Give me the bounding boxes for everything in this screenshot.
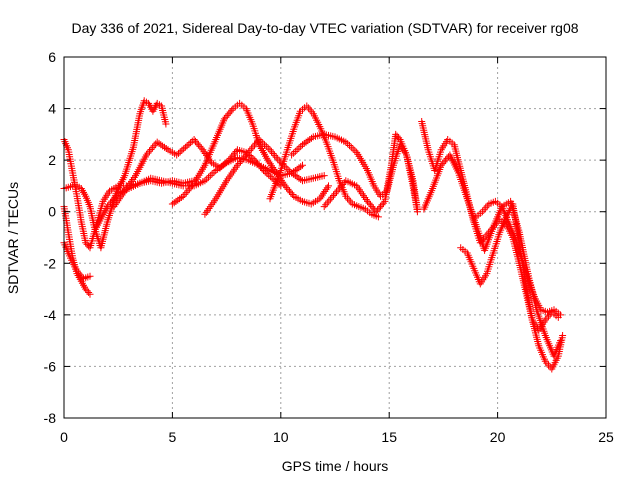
x-tick-label: 5 — [169, 429, 177, 445]
plot-frame — [63, 56, 607, 419]
series-markers — [266, 102, 382, 221]
series-track-11 — [320, 130, 421, 216]
series-track-15 — [472, 197, 564, 319]
series-markers — [320, 130, 421, 216]
series-markers — [168, 99, 332, 208]
y-tick-label: 4 — [48, 101, 56, 117]
y-tick-label: -4 — [44, 307, 57, 323]
data-markers — [60, 97, 567, 373]
series-track-7 — [168, 99, 332, 208]
chart-title: Day 336 of 2021, Sidereal Day-to-day VTE… — [71, 20, 578, 36]
y-axis-label: SDTVAR / TECUs — [5, 182, 21, 294]
series-track-9 — [266, 102, 382, 221]
y-tick-label: -2 — [44, 255, 57, 271]
series-track-8 — [201, 136, 328, 218]
y-tick-label: 6 — [48, 49, 56, 65]
y-tick-label: -6 — [44, 358, 57, 374]
x-tick-label: 20 — [490, 429, 506, 445]
axis-ticks: 0 5 10 15 20 25 -8 -6 -4 -2 0 2 4 6 — [44, 49, 614, 445]
series-markers — [472, 197, 564, 319]
series-markers — [201, 136, 328, 218]
series-track-6 — [110, 136, 285, 211]
x-tick-label: 15 — [381, 429, 397, 445]
y-tick-label: 0 — [48, 204, 56, 220]
x-tick-label: 25 — [598, 429, 614, 445]
x-tick-label: 10 — [273, 429, 289, 445]
x-tick-label: 0 — [60, 429, 68, 445]
x-axis-label: GPS time / hours — [282, 458, 389, 474]
y-tick-label: 2 — [48, 152, 56, 168]
series-markers — [110, 136, 285, 211]
y-tick-label: -8 — [44, 410, 57, 426]
